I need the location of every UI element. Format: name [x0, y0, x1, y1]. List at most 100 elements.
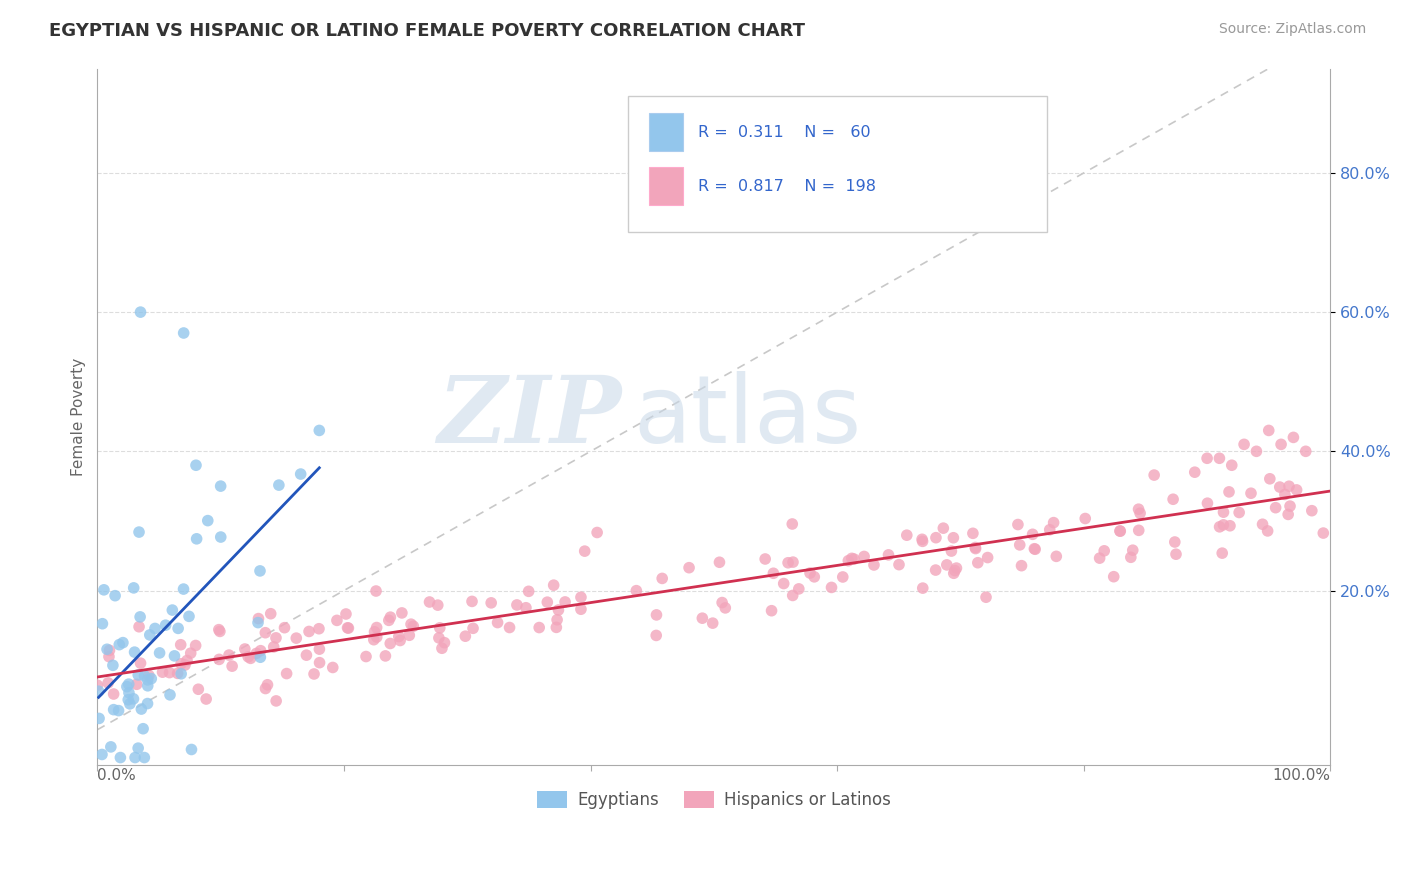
Point: [778, 556, 800, 570]
Point: [574, 544, 596, 558]
Point: [1208, 520, 1230, 534]
Point: [308, 642, 330, 657]
Point: [187, 682, 209, 697]
Point: [1164, 535, 1187, 549]
Point: [107, 704, 129, 718]
Point: [924, 563, 946, 577]
Text: R =  0.311    N =   60: R = 0.311 N = 60: [697, 125, 870, 140]
Point: [184, 458, 207, 473]
Point: [195, 692, 218, 706]
Point: [264, 631, 287, 645]
Point: [388, 630, 411, 644]
Point: [962, 526, 984, 541]
Point: [218, 648, 240, 662]
Point: [254, 681, 277, 696]
Point: [98, 643, 121, 657]
Point: [418, 595, 440, 609]
Point: [1264, 500, 1286, 515]
Point: [1143, 468, 1166, 483]
Point: [138, 668, 160, 682]
Point: [93, 582, 115, 597]
Point: [498, 620, 520, 634]
Point: [965, 541, 987, 556]
Point: [354, 649, 377, 664]
Point: [337, 621, 360, 635]
Point: [132, 722, 155, 736]
Point: [1257, 424, 1279, 438]
Legend: Egyptians, Hispanics or Latinos: Egyptians, Hispanics or Latinos: [530, 784, 897, 815]
Point: [1212, 517, 1234, 532]
Point: [129, 610, 152, 624]
Point: [290, 467, 312, 481]
Point: [91, 747, 114, 762]
Point: [221, 659, 243, 673]
Point: [1008, 538, 1031, 552]
Point: [374, 648, 396, 663]
Point: [128, 620, 150, 634]
Point: [155, 618, 177, 632]
Point: [136, 679, 159, 693]
Point: [96, 642, 118, 657]
Point: [547, 603, 569, 617]
Point: [174, 658, 197, 673]
Point: [366, 630, 388, 644]
Point: [399, 617, 422, 632]
Point: [184, 639, 207, 653]
Point: [1211, 546, 1233, 560]
Point: [91, 616, 114, 631]
Point: [427, 631, 450, 645]
Point: [1301, 504, 1323, 518]
Point: [276, 666, 298, 681]
Point: [942, 531, 965, 545]
Point: [103, 687, 125, 701]
Point: [97, 676, 120, 690]
Point: [131, 702, 153, 716]
Point: [103, 703, 125, 717]
Point: [911, 534, 934, 549]
Point: [527, 621, 550, 635]
Point: [249, 643, 271, 657]
Point: [380, 610, 402, 624]
Point: [782, 555, 804, 569]
Point: [1270, 437, 1292, 451]
Point: [1219, 518, 1241, 533]
Point: [118, 677, 141, 691]
Point: [136, 673, 159, 687]
Point: [402, 619, 425, 633]
FancyBboxPatch shape: [648, 167, 683, 205]
Point: [127, 741, 149, 756]
Point: [363, 632, 385, 647]
Text: EGYPTIAN VS HISPANIC OR LATINO FEMALE POVERTY CORRELATION CHART: EGYPTIAN VS HISPANIC OR LATINO FEMALE PO…: [49, 22, 806, 40]
Point: [943, 564, 966, 578]
Point: [1088, 551, 1111, 566]
Point: [1024, 541, 1046, 556]
Point: [714, 600, 737, 615]
Point: [1220, 458, 1243, 473]
Point: [877, 548, 900, 562]
Point: [820, 581, 842, 595]
Point: [1277, 508, 1299, 522]
Point: [1074, 511, 1097, 525]
Point: [887, 558, 910, 572]
Point: [117, 692, 139, 706]
Point: [1295, 444, 1317, 458]
Point: [254, 625, 277, 640]
Point: [461, 621, 484, 635]
Point: [426, 598, 449, 612]
Point: [256, 678, 278, 692]
Point: [308, 424, 330, 438]
Point: [1197, 451, 1219, 466]
Point: [143, 622, 166, 636]
Text: 100.0%: 100.0%: [1272, 768, 1330, 783]
Point: [129, 305, 152, 319]
Point: [1122, 543, 1144, 558]
Point: [1285, 483, 1308, 497]
Point: [263, 640, 285, 654]
Point: [454, 629, 477, 643]
Point: [176, 653, 198, 667]
Point: [1312, 526, 1334, 541]
Point: [87, 711, 110, 725]
Point: [239, 651, 262, 665]
Point: [149, 646, 172, 660]
Point: [853, 549, 876, 564]
